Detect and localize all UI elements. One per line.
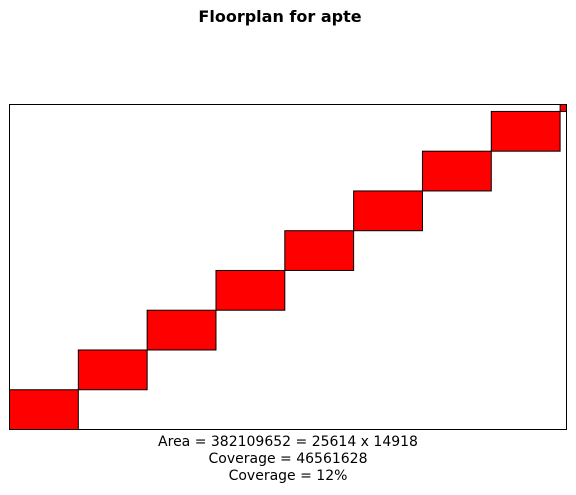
die-outline	[9, 104, 567, 430]
floorplan-block-3	[146, 309, 217, 351]
coverage-value-text: Coverage = 46561628	[208, 451, 368, 467]
blocks-group	[9, 104, 567, 430]
caption: Area = 382109652 = 25614 x 14918 Coverag…	[0, 434, 576, 485]
floorplan-block-6	[353, 190, 423, 232]
floorplan-block-5	[284, 230, 355, 271]
area-text: Area = 382109652 = 25614 x 14918	[158, 434, 418, 450]
floorplan-block-9	[559, 104, 567, 112]
floorplan-block-4	[215, 269, 286, 311]
floorplan-block-2	[77, 349, 148, 391]
floorplan-block-1	[9, 389, 79, 430]
floorplan-block-8	[490, 110, 561, 152]
chart-title: Floorplan for apte	[198, 7, 362, 26]
coverage-percent-text: Coverage = 12%	[228, 468, 348, 484]
floorplan-block-7	[421, 150, 492, 192]
